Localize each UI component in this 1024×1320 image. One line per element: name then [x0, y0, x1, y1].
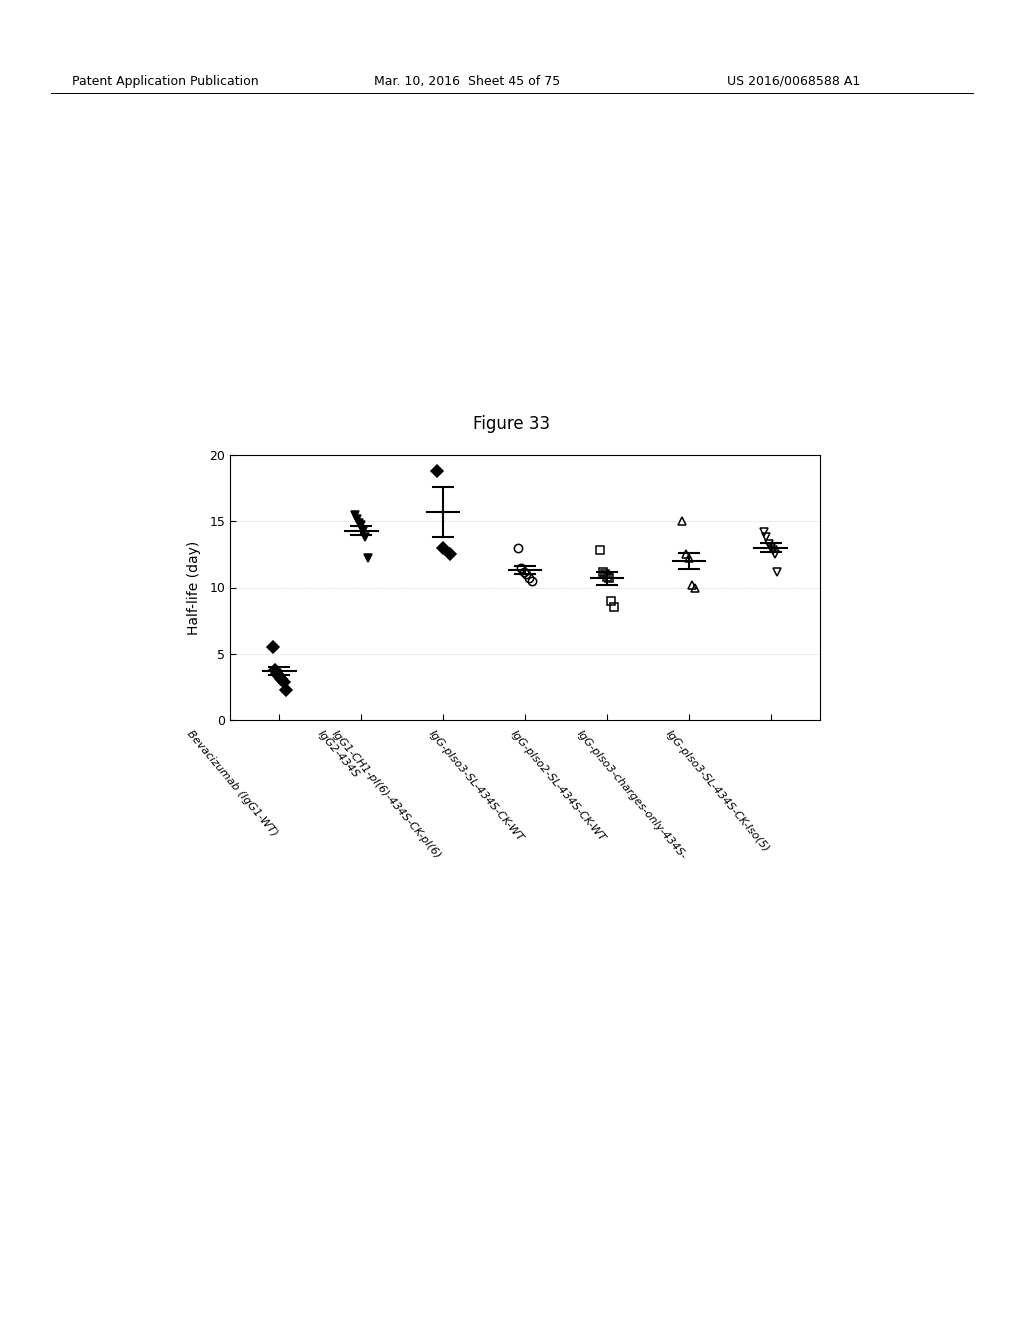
Text: Figure 33: Figure 33: [473, 414, 551, 433]
Text: IgG2-434S: IgG2-434S: [315, 729, 361, 780]
Y-axis label: Half-life (day): Half-life (day): [187, 540, 201, 635]
Text: IgG-pIso2-SL-434S-CK-WT: IgG-pIso2-SL-434S-CK-WT: [508, 729, 607, 843]
Text: Bevacizumab (IgG1-WT): Bevacizumab (IgG1-WT): [184, 729, 280, 838]
Text: IgG1-CH1-pI(6)-434S-CK-pI(6): IgG1-CH1-pI(6)-434S-CK-pI(6): [330, 729, 443, 861]
Text: Mar. 10, 2016  Sheet 45 of 75: Mar. 10, 2016 Sheet 45 of 75: [374, 75, 560, 88]
Text: IgG-pIso3-SL-434S-CK-WT: IgG-pIso3-SL-434S-CK-WT: [426, 729, 525, 843]
Text: IgG-pIso3-charges-only-434S-: IgG-pIso3-charges-only-434S-: [575, 729, 689, 861]
Text: IgG-pIso3-SL-434S-CK-Iso(5): IgG-pIso3-SL-434S-CK-Iso(5): [664, 729, 771, 854]
Text: US 2016/0068588 A1: US 2016/0068588 A1: [727, 75, 860, 88]
Text: Patent Application Publication: Patent Application Publication: [72, 75, 258, 88]
